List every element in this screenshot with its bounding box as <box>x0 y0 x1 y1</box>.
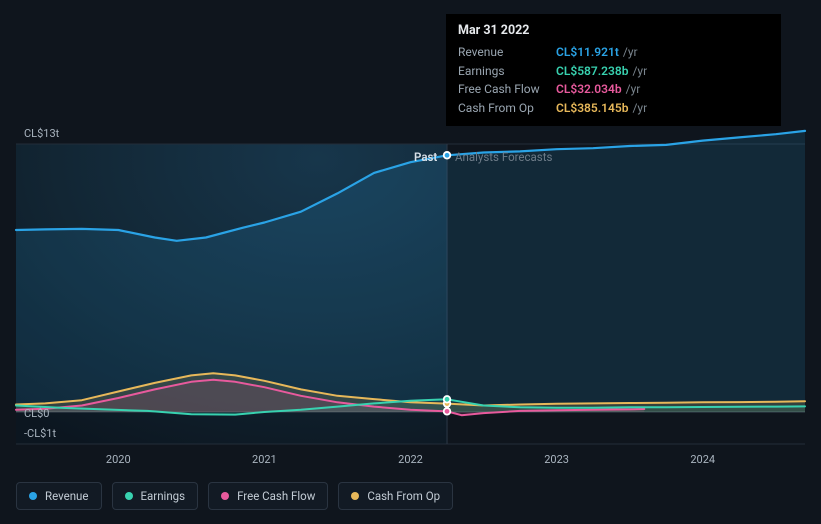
tooltip-row-label: Cash From Op <box>458 99 556 118</box>
tooltip-row-suffix: /yr <box>632 62 647 81</box>
legend-item-cash[interactable]: Cash From Op <box>338 482 453 510</box>
legend-item-revenue[interactable]: Revenue <box>16 482 102 510</box>
xlabel-2023: 2023 <box>544 453 569 466</box>
tooltip-row-suffix: /yr <box>623 43 638 62</box>
tooltip-date: Mar 31 2022 <box>458 23 769 38</box>
tooltip-row-value: CL$385.145b <box>556 99 628 118</box>
legend-item-earnings[interactable]: Earnings <box>112 482 199 510</box>
xlabel-2020: 2020 <box>106 453 131 466</box>
tooltip-row-value: CL$11.921t <box>556 43 619 62</box>
tooltip-row-label: Revenue <box>458 43 556 62</box>
xlabel-2024: 2024 <box>690 453 715 466</box>
legend-label: Earnings <box>141 489 186 503</box>
tooltip-row-1: EarningsCL$587.238b/yr <box>458 62 769 81</box>
tooltip: Mar 31 2022 RevenueCL$11.921t/yrEarnings… <box>446 14 781 126</box>
tooltip-row-value: CL$587.238b <box>556 62 628 81</box>
xlabel-2022: 2022 <box>398 453 423 466</box>
marker-fcf <box>445 409 450 414</box>
ylabel-2: -CL$1t <box>24 427 56 440</box>
tooltip-row-2: Free Cash FlowCL$32.034b/yr <box>458 80 769 99</box>
tooltip-row-suffix: /yr <box>626 80 641 99</box>
xlabel-2021: 2021 <box>252 453 277 466</box>
legend: Revenue Earnings Free Cash Flow Cash From O… <box>16 482 453 510</box>
legend-label: Cash From Op <box>367 489 440 503</box>
ylabel-1: CL$0 <box>24 407 49 420</box>
legend-dot-icon <box>221 492 229 500</box>
legend-dot-icon <box>351 492 359 500</box>
legend-dot-icon <box>29 492 37 500</box>
tooltip-row-value: CL$32.034b <box>556 80 622 99</box>
tooltip-row-3: Cash From OpCL$385.145b/yr <box>458 99 769 118</box>
marker-revenue <box>445 153 450 158</box>
tooltip-row-0: RevenueCL$11.921t/yr <box>458 43 769 62</box>
tooltip-row-label: Earnings <box>458 62 556 81</box>
forecast-label: Analysts Forecasts <box>455 150 552 164</box>
marker-earnings <box>445 397 450 402</box>
tooltip-row-label: Free Cash Flow <box>458 80 556 99</box>
chart-container: Mar 31 2022 RevenueCL$11.921t/yrEarnings… <box>0 0 821 524</box>
legend-label: Free Cash Flow <box>237 489 315 503</box>
legend-dot-icon <box>125 492 133 500</box>
tooltip-rows: RevenueCL$11.921t/yrEarningsCL$587.238b/… <box>458 43 769 117</box>
legend-item-fcf[interactable]: Free Cash Flow <box>208 482 328 510</box>
ylabel-0: CL$13t <box>24 127 59 140</box>
past-label: Past <box>414 150 437 164</box>
legend-label: Revenue <box>45 489 89 503</box>
tooltip-row-suffix: /yr <box>632 99 647 118</box>
